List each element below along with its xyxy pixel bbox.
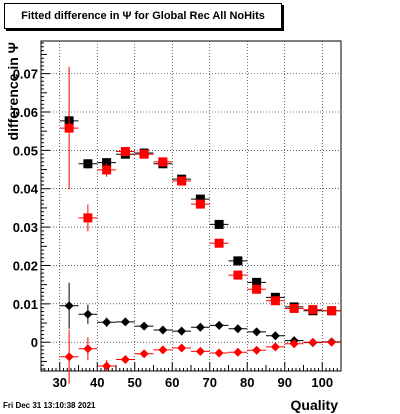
diamond-marker	[102, 361, 112, 371]
x-tick-label: 80	[240, 375, 254, 390]
series-4	[59, 329, 341, 384]
square-marker	[120, 147, 130, 157]
x-tick-label: 50	[128, 375, 142, 390]
square-marker	[270, 296, 280, 306]
diamond-marker	[177, 343, 187, 353]
square-marker	[195, 194, 205, 204]
diamond-marker	[214, 348, 224, 358]
y-tick-label: 0.06	[13, 105, 38, 120]
diamond-marker	[83, 309, 93, 319]
diamond-marker	[195, 322, 205, 332]
diamond-marker	[158, 325, 168, 335]
square-marker	[308, 305, 318, 315]
square-marker	[214, 238, 224, 248]
y-tick-label: 0.04	[13, 182, 39, 197]
y-tick-label: 0	[31, 335, 38, 350]
diamond-marker	[139, 321, 149, 331]
y-tick-label: 0.03	[13, 220, 38, 235]
square-marker	[64, 123, 74, 133]
diamond-marker	[308, 337, 318, 347]
diamond-marker	[252, 327, 262, 337]
x-tick-label: 90	[278, 375, 292, 390]
chart-title-box: Fitted difference in Ψ for Global Rec Al…	[4, 3, 282, 29]
diamond-marker	[83, 344, 93, 354]
y-tick-label: 0.02	[13, 258, 38, 273]
diamond-marker	[327, 337, 337, 347]
y-tick-label: 0.05	[13, 143, 38, 158]
diamond-marker	[158, 345, 168, 355]
diamond-marker	[120, 317, 130, 327]
square-marker	[83, 159, 93, 169]
plot-frame	[40, 40, 342, 372]
square-marker	[233, 256, 243, 266]
diamond-marker	[214, 320, 224, 330]
square-marker	[195, 199, 205, 209]
axis-ticks: 30 40 50 60 70 80 90 100 0 0.01 0.02 0.03 0.04 0.05 0.…	[13, 42, 342, 390]
series-1	[59, 115, 341, 316]
chart-title: Fitted difference in Ψ for Global Rec Al…	[21, 10, 265, 22]
diamond-marker	[64, 301, 74, 311]
diamond-marker	[120, 354, 130, 364]
diamond-marker	[270, 331, 280, 341]
series-2	[59, 66, 341, 316]
square-marker	[252, 284, 262, 294]
square-marker	[139, 149, 149, 159]
x-tick-label: 30	[53, 375, 67, 390]
y-axis-label: difference in Ψ	[5, 42, 21, 140]
diamond-marker	[252, 345, 262, 355]
x-tick-label: 70	[203, 375, 217, 390]
square-marker	[102, 158, 112, 168]
data-points	[59, 66, 341, 384]
y-tick-label: 0.01	[13, 297, 38, 312]
square-marker	[158, 157, 168, 167]
square-marker	[233, 270, 243, 280]
x-tick-label: 40	[90, 375, 104, 390]
x-tick-label: 60	[165, 375, 179, 390]
x-axis-label: Quality	[291, 397, 339, 413]
timestamp: Fri Dec 31 13:10:38 2021	[3, 401, 96, 410]
square-marker	[214, 219, 224, 229]
diamond-marker	[139, 349, 149, 359]
square-marker	[327, 306, 337, 316]
grid	[41, 41, 341, 371]
square-marker	[83, 213, 93, 223]
x-tick-label: 100	[311, 375, 333, 390]
square-marker	[102, 165, 112, 175]
diamond-marker	[289, 339, 299, 349]
diamond-marker	[64, 352, 74, 362]
diamond-marker	[177, 326, 187, 336]
y-tick-label: 0.07	[13, 67, 38, 82]
diamond-marker	[270, 342, 280, 352]
diamond-marker	[233, 324, 243, 334]
series-3	[59, 282, 341, 348]
diamond-marker	[233, 347, 243, 357]
diamond-marker	[102, 317, 112, 327]
square-marker	[177, 176, 187, 186]
square-marker	[252, 277, 262, 287]
diamond-marker	[195, 346, 205, 356]
square-marker	[289, 303, 299, 313]
